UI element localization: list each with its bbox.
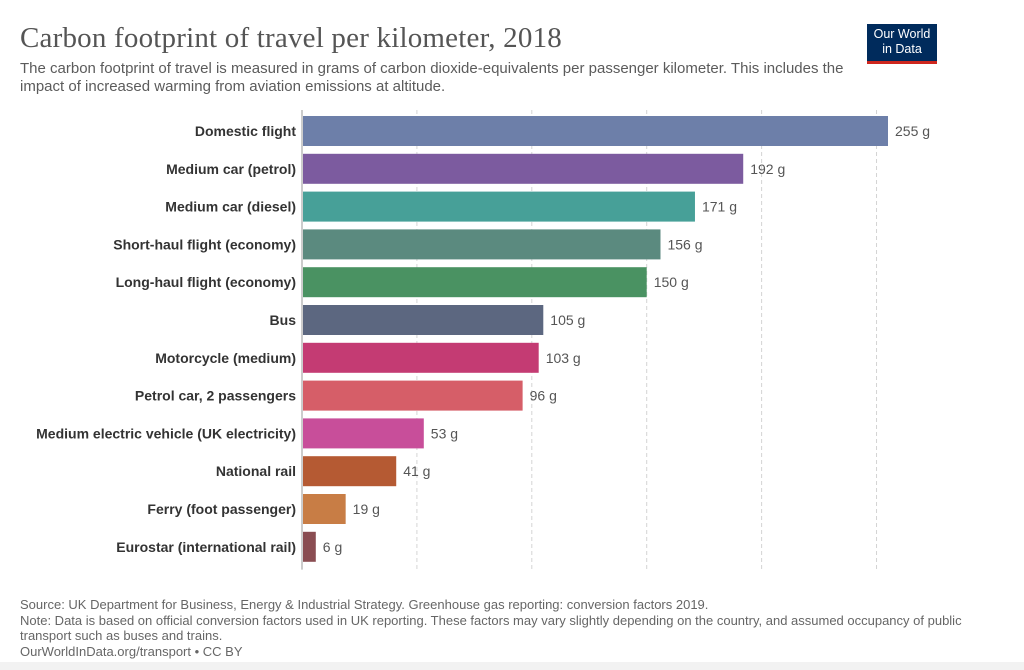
bar[interactable] bbox=[303, 191, 695, 222]
bar[interactable] bbox=[303, 305, 544, 335]
category-label: Medium electric vehicle (UK electricity) bbox=[36, 425, 296, 441]
value-label: 96 g bbox=[530, 388, 557, 404]
value-label: 105 g bbox=[550, 312, 585, 328]
category-label: Short-haul flight (economy) bbox=[113, 236, 296, 252]
category-label: Medium car (petrol) bbox=[166, 161, 296, 177]
category-label: Domestic flight bbox=[195, 123, 296, 139]
value-label: 150 g bbox=[654, 274, 689, 290]
value-label: 192 g bbox=[750, 161, 785, 177]
value-label: 53 g bbox=[431, 425, 458, 441]
category-label: Petrol car, 2 passengers bbox=[135, 388, 296, 404]
bars: Domestic flight 255 g Medium car (petrol) 1… bbox=[36, 116, 930, 562]
bar[interactable] bbox=[303, 456, 397, 487]
bar[interactable] bbox=[303, 342, 539, 373]
category-label: Ferry (foot passenger) bbox=[147, 501, 296, 517]
logo-line-1: Our World bbox=[873, 27, 931, 41]
source-text: Source: UK Department for Business, Ener… bbox=[20, 597, 709, 612]
owid-logo[interactable]: Our World in Data bbox=[867, 24, 937, 64]
credit-text: OurWorldInData.org/transport • CC BY bbox=[20, 643, 243, 659]
category-label: Long-haul flight (economy) bbox=[116, 274, 296, 290]
bar[interactable] bbox=[303, 153, 744, 184]
bar[interactable] bbox=[303, 229, 661, 260]
bottom-strip bbox=[0, 662, 1024, 670]
logo-line-2: in Data bbox=[882, 42, 922, 56]
category-label: Motorcycle (medium) bbox=[155, 350, 296, 366]
chart-subtitle: The carbon footprint of travel is measur… bbox=[20, 60, 844, 95]
value-label: 6 g bbox=[323, 539, 342, 555]
bar[interactable] bbox=[303, 418, 424, 449]
value-label: 41 g bbox=[403, 463, 430, 479]
value-label: 103 g bbox=[546, 350, 581, 366]
value-label: 156 g bbox=[667, 236, 702, 252]
category-label: Medium car (diesel) bbox=[165, 199, 296, 215]
bar[interactable] bbox=[303, 380, 523, 411]
category-label: National rail bbox=[216, 463, 296, 479]
bar[interactable] bbox=[303, 116, 888, 146]
value-label: 171 g bbox=[702, 199, 737, 215]
bar[interactable] bbox=[303, 494, 346, 524]
value-label: 19 g bbox=[353, 501, 380, 517]
chart-title: Carbon footprint of travel per kilometer… bbox=[20, 22, 562, 54]
bar[interactable] bbox=[303, 531, 316, 562]
category-label: Eurostar (international rail) bbox=[116, 539, 296, 555]
bar-chart: Domestic flight 255 g Medium car (petrol) 1… bbox=[36, 110, 930, 570]
note-text: Note: Data is based on official conversi… bbox=[20, 612, 962, 644]
category-label: Bus bbox=[270, 312, 297, 328]
chart-footer: Source: UK Department for Business, Ener… bbox=[20, 597, 980, 659]
value-label: 255 g bbox=[895, 123, 930, 139]
bar[interactable] bbox=[303, 267, 647, 298]
